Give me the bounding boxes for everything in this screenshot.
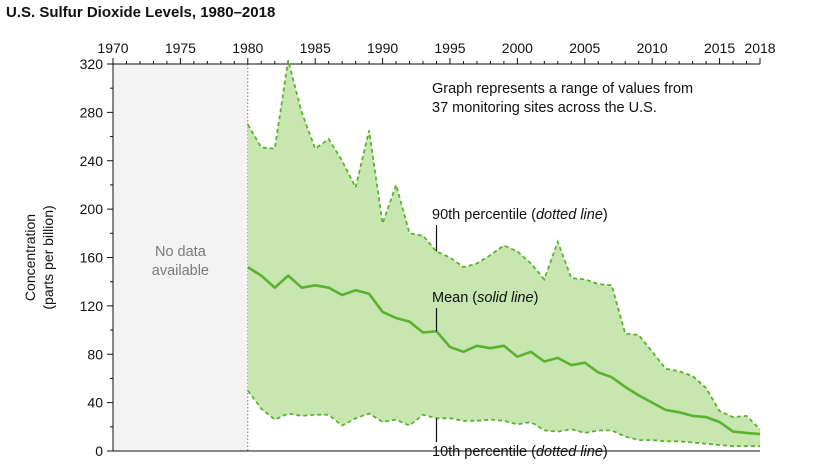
y-tick-label: 240 — [80, 153, 104, 169]
x-tick-label: 1970 — [97, 40, 128, 56]
label-90th-percentile-text: 90th percentile ( — [432, 207, 536, 223]
label-10th-percentile-italic: dotted line — [536, 444, 603, 460]
x-tick-label: 1995 — [434, 40, 465, 56]
no-data-text-line2: available — [152, 263, 209, 279]
y-tick-label: 280 — [80, 104, 104, 120]
series-10th-percentile-line — [247, 389, 760, 448]
no-data-rect — [113, 64, 248, 451]
label-mean-close: ) — [534, 290, 539, 306]
x-tick-label: 2018 — [744, 40, 775, 56]
y-axis-label-line1: Concentration — [22, 214, 38, 301]
y-tick-label: 0 — [95, 443, 103, 459]
label-90th-percentile-close: ) — [603, 207, 608, 223]
note-line2: 37 monitoring sites across the U.S. — [432, 100, 657, 116]
band-area — [247, 60, 761, 447]
no-data-text-line1: No data — [155, 244, 207, 260]
x-tick-label: 2010 — [637, 40, 668, 56]
x-tick-label: 2000 — [502, 40, 533, 56]
y-axis-label-line2: (parts per billion) — [40, 205, 56, 309]
x-tick-label: 1980 — [232, 40, 263, 56]
annotations: Graph represents a range of values from 3… — [432, 81, 693, 460]
note-line1: Graph represents a range of values from — [432, 81, 693, 97]
y-tick-label: 200 — [80, 201, 104, 217]
x-tick-label: 1990 — [367, 40, 398, 56]
label-90th-percentile: 90th percentile (dotted line) — [432, 207, 608, 223]
y-tick-label: 320 — [80, 56, 104, 72]
label-90th-percentile-italic: dotted line — [536, 207, 603, 223]
series-lines — [247, 60, 761, 448]
label-10th-percentile: 10th percentile (dotted line) — [432, 444, 608, 460]
y-tick-label: 80 — [87, 346, 103, 362]
chart-title: U.S. Sulfur Dioxide Levels, 1980–2018 — [6, 4, 276, 21]
label-mean-italic: solid line — [477, 290, 533, 306]
label-10th-percentile-text: 10th percentile ( — [432, 444, 536, 460]
series-mean-line — [247, 266, 761, 436]
x-tick-label: 1985 — [300, 40, 331, 56]
series-90th-percentile-line — [247, 60, 761, 430]
x-tick-label: 2005 — [569, 40, 600, 56]
label-10th-percentile-close: ) — [603, 444, 608, 460]
no-data-region: No data available — [112, 64, 249, 451]
percentile-band — [247, 60, 761, 447]
label-mean: Mean (solid line) — [432, 290, 538, 306]
x-tick-label: 2015 — [704, 40, 735, 56]
y-tick-label: 40 — [87, 395, 103, 411]
y-tick-label: 160 — [80, 250, 104, 266]
x-tick-label: 1975 — [165, 40, 196, 56]
y-tick-label: 120 — [80, 298, 104, 314]
label-mean-text: Mean ( — [432, 290, 477, 306]
